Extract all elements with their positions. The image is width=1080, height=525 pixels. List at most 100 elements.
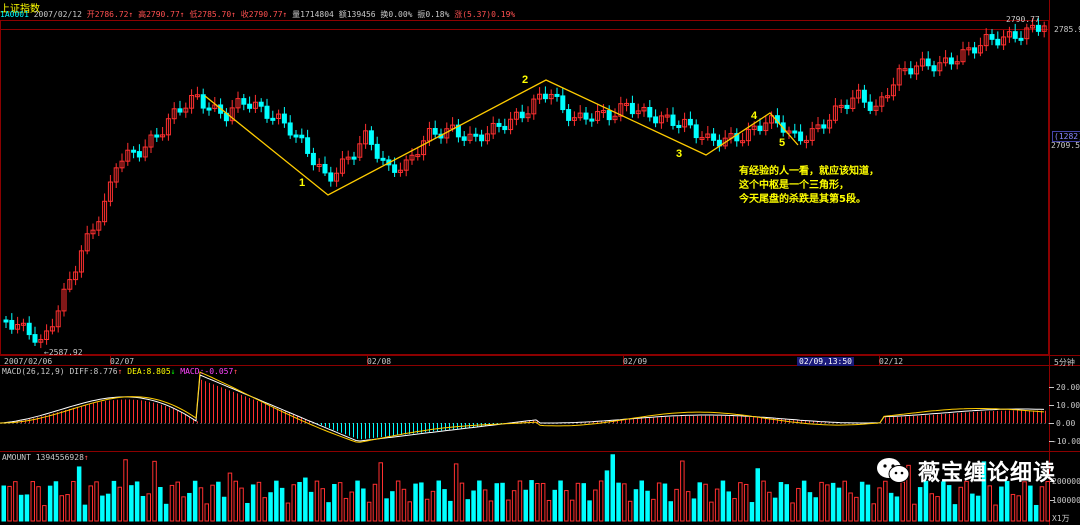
amount-bar (633, 489, 639, 522)
amount-bar (129, 485, 134, 522)
amount-bar (175, 481, 180, 522)
macd-value: MACD:-0.057 (180, 367, 234, 376)
quote-field-6: 换0.00% (375, 10, 413, 19)
amount-bar (535, 483, 540, 522)
candle-body (885, 95, 891, 99)
candle-body (954, 61, 960, 65)
candle-body (368, 130, 374, 145)
amount-bar (703, 483, 708, 522)
candle-body (838, 104, 844, 108)
amount-bar (662, 483, 668, 522)
amount-bar (1039, 486, 1045, 522)
candle-body (751, 125, 757, 131)
amount-bar (772, 497, 778, 522)
amount-bar (308, 491, 314, 522)
candle-body (183, 107, 189, 113)
candle-body (9, 319, 15, 330)
candle-body (305, 137, 311, 154)
macd-legend: MACD(26,12,9) DIFF:8.776↑ DEA:8.805↓ MAC… (2, 367, 239, 376)
amount-bar (912, 503, 917, 522)
amount-bar (477, 480, 482, 522)
amount-bar (198, 487, 204, 522)
annotation-line-3: 今天尾盘的杀跌是其第5段。 (739, 194, 866, 205)
candle-body (380, 157, 386, 161)
candle-body (357, 143, 363, 158)
amount-bar (227, 472, 233, 522)
candle-body (78, 250, 84, 273)
amount-bar (285, 502, 291, 522)
price-panel-frame (0, 20, 1049, 355)
candle-body (20, 322, 26, 326)
amount-bar (796, 487, 801, 522)
amount-bar (297, 481, 302, 522)
amount-bar (598, 480, 604, 522)
amount-bar (384, 498, 389, 522)
amount-bar (326, 502, 331, 522)
amount-bar (830, 482, 836, 522)
amount-bar (459, 482, 465, 522)
amount-bar (825, 484, 830, 522)
candle-body (815, 124, 821, 130)
quote-field-2: 低2785.70↑ (184, 10, 236, 19)
candle-body (943, 57, 949, 64)
amount-bar (842, 480, 847, 522)
candle-body (699, 136, 705, 140)
amount-bar (761, 480, 766, 522)
amount-bar (436, 480, 441, 522)
amount-bar (65, 494, 70, 522)
amount-bar (268, 492, 273, 522)
candle-body (235, 98, 241, 109)
candle-body (531, 98, 537, 115)
amount-bar (442, 489, 447, 522)
amount-bar (871, 503, 876, 522)
candle-body (856, 89, 862, 99)
amount-bar (332, 484, 337, 522)
candle-body (316, 163, 322, 167)
amount-bar (540, 482, 546, 522)
amount-bar (807, 492, 813, 522)
candle-body (537, 93, 543, 100)
amount-bar (993, 504, 998, 522)
candle-body (745, 129, 751, 142)
candle-body (705, 133, 711, 138)
amount-bar (941, 481, 946, 522)
amount-bar (859, 481, 865, 522)
candle-body (832, 105, 838, 121)
index-code: 1A0001 (0, 10, 29, 19)
candle-body (281, 113, 287, 124)
candle-body (606, 110, 612, 121)
candle-body (351, 156, 357, 160)
candle-body (484, 133, 490, 142)
amount-bar (935, 496, 940, 522)
amount-bar (13, 481, 18, 522)
wave-label-1: 1 (299, 177, 306, 189)
candle-body (653, 116, 659, 124)
candle-body (693, 124, 699, 139)
amount-bar (743, 483, 749, 522)
amount-bar (1004, 480, 1010, 522)
amount-bar (152, 460, 157, 522)
wave-label-5: 5 (779, 137, 786, 149)
amount-bar (390, 491, 395, 522)
amount-bar (36, 486, 41, 522)
wave-line (204, 79, 799, 196)
candle-body (287, 122, 293, 136)
amount-unit: X1万 (1052, 514, 1070, 523)
amount-bar (163, 503, 169, 522)
candle-body (658, 115, 664, 124)
candle-body (803, 139, 809, 143)
time-label-0: 2007/02/06 (4, 357, 53, 366)
amount-bar (239, 487, 244, 522)
amount-bar (801, 480, 807, 522)
amount-bar (674, 488, 679, 522)
amount-bar (30, 481, 35, 522)
period-selector[interactable]: 5分钟 (1054, 358, 1075, 367)
amount-bar (221, 496, 227, 522)
candle-body (136, 151, 142, 158)
candle-body (119, 160, 125, 169)
amount-bar (378, 462, 383, 522)
amount-bar (1028, 485, 1033, 522)
amount-bar (999, 486, 1004, 522)
candle-body (914, 65, 920, 75)
